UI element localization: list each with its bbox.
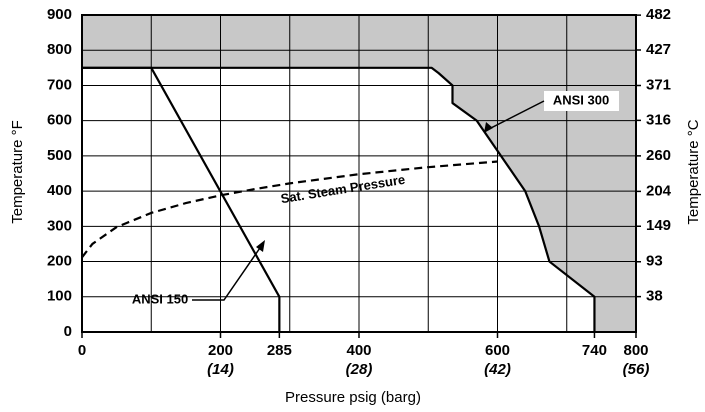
y-tick-label: 800 (47, 41, 72, 58)
y-tick-label: 700 (47, 76, 72, 93)
annotation: ANSI 150 (132, 291, 188, 306)
x-tick-label: 200 (208, 342, 233, 359)
arrow (192, 244, 263, 301)
y2-tick-label: 260 (646, 147, 671, 164)
y-tick-label: 500 (47, 147, 72, 164)
plot-frame (81, 14, 637, 333)
y-tick-label: 0 (64, 323, 72, 340)
y-tick-label: 300 (47, 217, 72, 234)
x-tick-label: 0 (78, 342, 86, 359)
y2-axis-title: Temperature °C (685, 119, 702, 224)
y2-tick-label: 371 (646, 76, 671, 93)
y2-tick-label: 316 (646, 111, 671, 128)
y-tick-label: 200 (47, 253, 72, 270)
x-tick-label-barg: (28) (346, 361, 373, 378)
x-axis-title: Pressure psig (barg) (285, 389, 421, 406)
y2-tick-label: 427 (646, 41, 671, 58)
y-tick-label: 100 (47, 288, 72, 305)
y2-tick-label: 204 (646, 182, 672, 199)
y-axis-title: Temperature °F (9, 120, 26, 224)
x-tick-label-barg: (56) (623, 361, 650, 378)
x-tick-label: 800 (623, 342, 648, 359)
series-line (81, 160, 498, 259)
line-layer (81, 66, 596, 332)
y-tick-label: 600 (47, 112, 72, 129)
x-tick-label: 285 (267, 342, 292, 359)
annotation-box (544, 91, 619, 111)
annotation: ANSI 300 (553, 92, 609, 107)
y2-tick-label: 38 (646, 288, 663, 305)
arrow-head (256, 240, 265, 252)
arrow (486, 100, 545, 131)
y-tick-label: 900 (47, 6, 72, 23)
series-line (82, 66, 596, 332)
y2-tick-label: 93 (646, 253, 663, 270)
y2-tick-label: 149 (646, 217, 671, 234)
x-tick-label: 400 (346, 342, 371, 359)
x-tick-label-barg: (42) (484, 361, 511, 378)
y2-tick-label: 482 (646, 6, 671, 23)
x-tick-label: 600 (485, 342, 510, 359)
y-tick-label: 400 (47, 182, 72, 199)
arrow-head (484, 122, 493, 133)
x-tick-label: 740 (582, 342, 607, 359)
x-tick-label-barg: (14) (207, 361, 234, 378)
